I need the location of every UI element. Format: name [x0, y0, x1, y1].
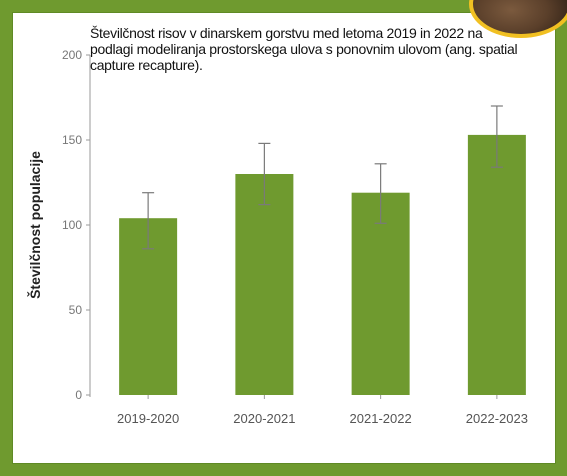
y-tick-label: 150 [62, 133, 82, 147]
x-tick-label: 2021-2022 [350, 411, 412, 426]
y-tick-label: 0 [75, 388, 82, 402]
y-tick-label: 200 [62, 48, 82, 62]
x-tick-label: 2022-2023 [466, 411, 528, 426]
bar [351, 192, 410, 395]
bar [467, 134, 526, 395]
x-tick-label: 2019-2020 [117, 411, 179, 426]
x-tick-label: 2020-2021 [233, 411, 295, 426]
y-tick-label: 100 [62, 218, 82, 232]
bar [235, 174, 294, 395]
y-axis-title: Številčnost populacije [26, 151, 43, 299]
chart-title: Številčnost risov v dinarskem gorstvu me… [90, 25, 518, 73]
y-tick-label: 50 [69, 303, 83, 317]
